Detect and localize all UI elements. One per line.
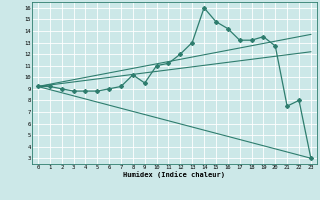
X-axis label: Humidex (Indice chaleur): Humidex (Indice chaleur) [124,172,225,178]
